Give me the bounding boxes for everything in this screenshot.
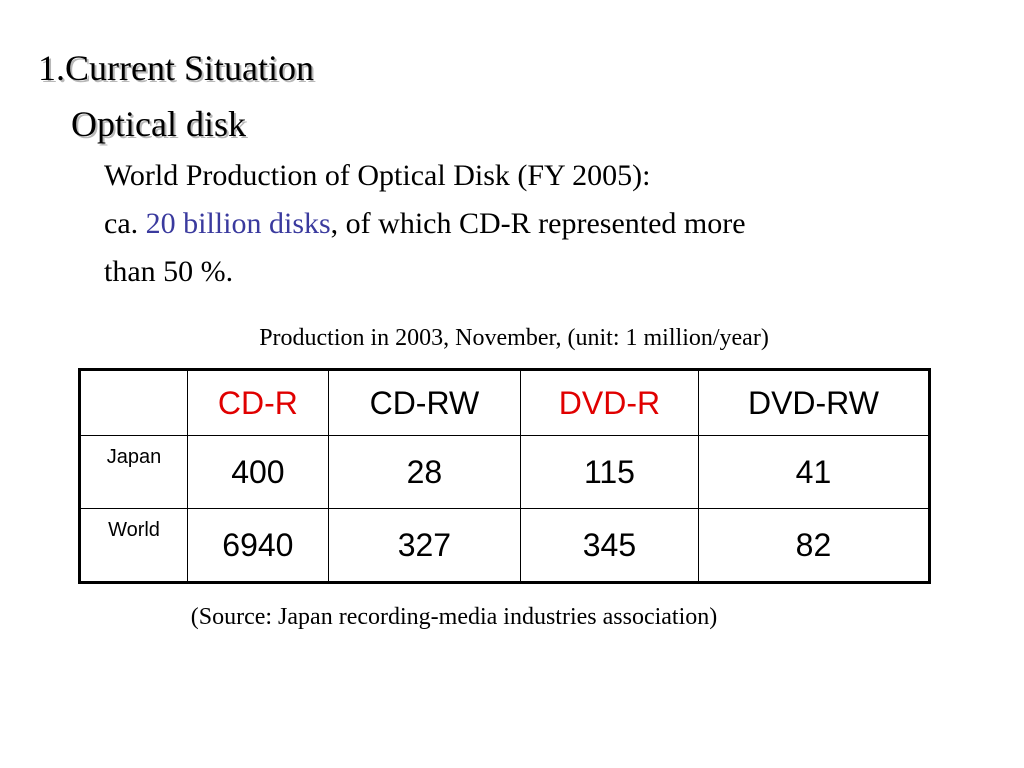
header-dvd-rw: DVD-RW [697, 369, 931, 436]
slide-subtitle: Optical disk [71, 104, 246, 144]
cell-world-cd-r: 6940 [187, 508, 329, 583]
summary-line-1: World Production of Optical Disk (FY 200… [104, 159, 651, 192]
corner-cell [79, 369, 188, 436]
cell-world-dvd-rw: 82 [697, 508, 931, 583]
header-dvd-r: DVD-R [520, 369, 699, 436]
summary-line-2: ca. 20 billion disks, of which CD-R repr… [104, 200, 984, 248]
table-caption: Production in 2003, November, (unit: 1 m… [259, 325, 769, 351]
summary-line-3: than 50 %. [104, 255, 234, 288]
slide-title: 1.Current Situation [38, 48, 314, 88]
row-label-japan: Japan [79, 435, 188, 509]
summary-suffix: , of which CD-R represented more [330, 207, 746, 240]
cell-japan-dvd-rw: 41 [697, 435, 931, 509]
cell-world-dvd-r: 345 [520, 508, 699, 583]
cell-japan-cd-rw: 28 [327, 435, 522, 509]
cell-japan-cd-r: 400 [187, 435, 329, 509]
table-header-row: CD-R CD-RW DVD-R DVD-RW [79, 369, 931, 436]
production-highlight: 20 billion disks [145, 207, 331, 240]
table-row-world: World 6940 327 345 82 [79, 508, 931, 583]
summary-paragraph: World Production of Optical Disk (FY 200… [104, 152, 984, 296]
production-table: CD-R CD-RW DVD-R DVD-RW Japan 400 28 115… [78, 368, 931, 584]
cell-world-cd-rw: 327 [327, 508, 522, 583]
table-row-japan: Japan 400 28 115 41 [79, 435, 931, 509]
source-note: (Source: Japan recording-media industrie… [190, 604, 718, 630]
summary-prefix: ca. [104, 207, 146, 240]
row-label-world: World [79, 508, 188, 583]
header-cd-r: CD-R [187, 369, 329, 436]
cell-japan-dvd-r: 115 [520, 435, 699, 509]
header-cd-rw: CD-RW [327, 369, 522, 436]
